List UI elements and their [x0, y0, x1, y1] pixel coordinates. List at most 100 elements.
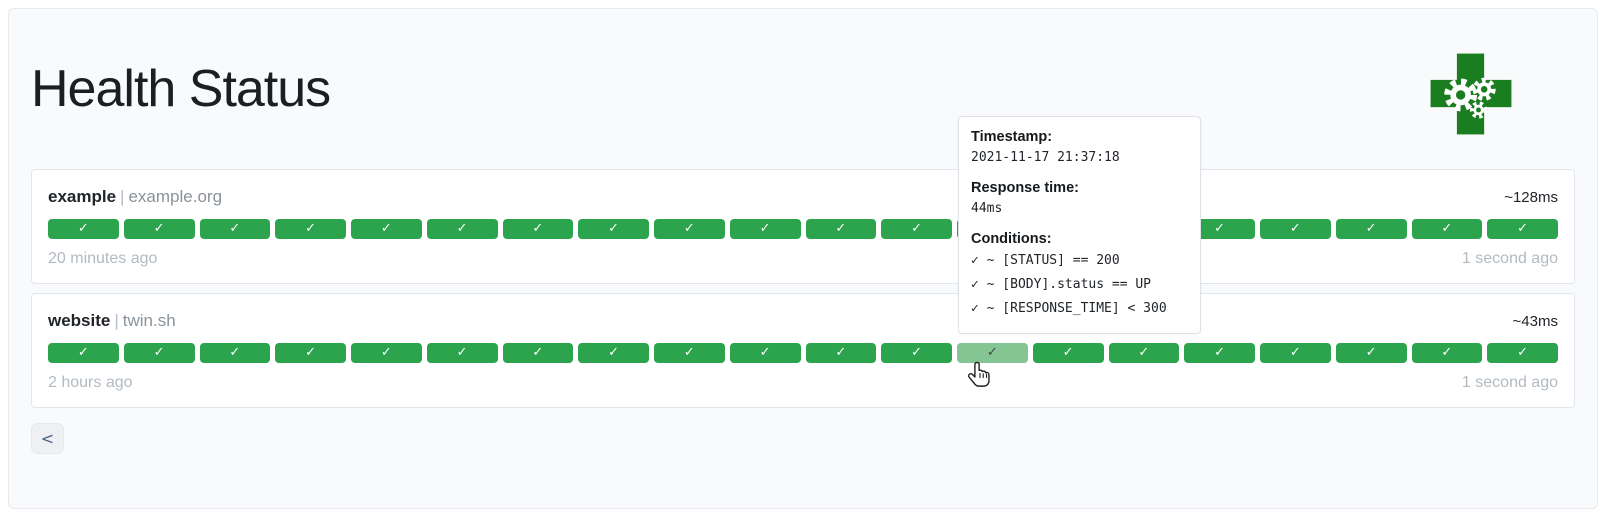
service-title: website | twin.sh [48, 309, 176, 334]
health-check-bar[interactable]: ✓ [729, 343, 801, 363]
health-check-bar[interactable]: ✓ [123, 219, 195, 239]
check-icon: ✓ [1365, 345, 1377, 360]
check-icon: ✓ [1517, 345, 1529, 360]
health-check-bar[interactable]: ✓ [1411, 219, 1483, 239]
health-check-bar[interactable]: ✓ [351, 219, 422, 239]
gear-icon-large [1444, 78, 1478, 112]
health-check-bar[interactable]: ✓ [1184, 343, 1255, 363]
check-icon: ✓ [683, 221, 695, 236]
page-title: Health Status [31, 60, 331, 118]
health-check-bar[interactable]: ✓ [351, 343, 422, 363]
service-footer: 20 minutes ago 1 second ago [48, 248, 1558, 270]
health-check-bar[interactable]: ✓ [654, 343, 725, 363]
service-hostname: example.org [128, 187, 223, 206]
health-check-bar[interactable]: ✓ [578, 219, 649, 239]
health-check-bar[interactable]: ✓ [48, 343, 119, 363]
health-check-bar[interactable]: ✓ [1487, 343, 1558, 363]
check-icon: ✓ [1441, 345, 1453, 360]
health-check-bar[interactable]: ✓ [1260, 219, 1331, 239]
service-avg-response-time: ~43ms [1512, 313, 1558, 330]
check-icon: ✓ [911, 221, 923, 236]
green-cross-icon [1430, 53, 1512, 135]
tooltip-conditions-list: ✓ ~ [STATUS] == 200 ✓ ~ [BODY].status == … [971, 249, 1188, 321]
check-icon: ✓ [1365, 221, 1377, 236]
health-check-bar[interactable]: ✓ [805, 343, 877, 363]
health-check-bar[interactable]: ✓ [1335, 343, 1407, 363]
oldest-check-time: 20 minutes ago [48, 250, 158, 267]
main-container: Health Status example | [8, 8, 1598, 509]
tooltip-timestamp-value: 2021-11-17 21:37:18 [971, 150, 1120, 165]
health-check-bar[interactable]: ✓ [1032, 343, 1104, 363]
health-check-bar[interactable]: ✓ [1487, 219, 1558, 239]
service-hostname: twin.sh [122, 311, 176, 330]
tooltip-condition-line: ✓ ~ [BODY].status == UP [971, 277, 1152, 292]
tooltip-condition-line: ✓ ~ [RESPONSE_TIME] < 300 [971, 301, 1167, 316]
check-icon: ✓ [380, 345, 392, 360]
health-check-bar[interactable]: ✓ [881, 219, 952, 239]
check-icon: ✓ [1441, 221, 1453, 236]
previous-page-button[interactable]: < [31, 423, 64, 454]
check-icon: ✓ [456, 221, 468, 236]
tooltip-response-time-label: Response time: [971, 180, 1079, 196]
check-icon: ✓ [532, 221, 544, 236]
health-check-bar[interactable]: ✓ [275, 343, 346, 363]
health-check-bar[interactable]: ✓ [654, 219, 725, 239]
check-icon: ✓ [532, 345, 544, 360]
health-check-bar[interactable]: ✓ [426, 343, 498, 363]
health-check-bar[interactable]: ✓ [199, 219, 271, 239]
check-icon: ✓ [229, 221, 241, 236]
health-check-bar[interactable]: ✓ [1335, 219, 1407, 239]
health-check-bar[interactable]: ✓ [199, 343, 271, 363]
check-icon: ✓ [911, 345, 923, 360]
health-check-bar[interactable]: ✓ [729, 219, 801, 239]
health-bars-row: ✓✓✓✓✓✓✓✓✓✓✓✓✓✓✓✓✓✓✓✓ [48, 219, 1558, 239]
tooltip-timestamp-label: Timestamp: [971, 129, 1053, 145]
check-icon: ✓ [608, 221, 620, 236]
check-icon: ✓ [229, 345, 241, 360]
service-header: website | twin.sh ~43ms [48, 309, 1558, 334]
service-name-separator: | [120, 187, 125, 206]
gear-icon-medium [1472, 77, 1496, 101]
check-icon: ✓ [1289, 345, 1301, 360]
service-box-website: website | twin.sh ~43ms ✓ ✓ ✓ ✓ ✓ ✓ ✓ ✓ ✓ ✓ ✓ ✓ ✓ ✓ ✓ ✓ ✓ ✓ ✓ ✓… [31, 293, 1575, 408]
health-check-bar[interactable]: ✓ [1411, 343, 1483, 363]
health-check-bar[interactable]: ✓ [502, 343, 574, 363]
check-icon: ✓ [305, 345, 317, 360]
health-check-bar[interactable]: ✓ [48, 219, 119, 239]
service-list: example | example.org ~128ms ✓ ✓ ✓ ✓ ✓ ✓ ✓ ✓ ✓ ✓ ✓ ✓ ✓ ✓ ✓… [31, 169, 1575, 408]
health-check-bar[interactable]: ✓ [881, 343, 952, 363]
check-icon: ✓ [835, 221, 847, 236]
check-icon: ✓ [456, 345, 468, 360]
service-box-example: example | example.org ~128ms ✓ ✓ ✓ ✓ ✓ ✓ ✓ ✓ ✓ ✓ ✓ ✓ ✓ ✓ ✓… [31, 169, 1575, 284]
service-name-separator: | [114, 311, 119, 330]
health-check-bar[interactable]: ✓ [1260, 343, 1331, 363]
check-icon: ✓ [608, 345, 620, 360]
check-icon: ✓ [835, 345, 847, 360]
service-name: website [48, 311, 111, 330]
tooltip-response-time-value: 44ms [971, 201, 1003, 216]
health-check-bar[interactable]: ✓ [275, 219, 346, 239]
health-check-bar[interactable]: ✓ [123, 343, 195, 363]
check-icon: ✓ [1289, 221, 1301, 236]
result-tooltip: Timestamp: 2021-11-17 21:37:18 Response … [958, 116, 1201, 334]
health-check-bar[interactable]: ✓ [578, 343, 649, 363]
tooltip-conditions-label: Conditions: [971, 231, 1052, 247]
health-check-bar[interactable]: ✓ [957, 343, 1028, 363]
check-icon: ✓ [380, 221, 392, 236]
check-icon: ✓ [986, 345, 998, 360]
health-check-bar[interactable]: ✓ [502, 219, 574, 239]
health-check-bar[interactable]: ✓ [1108, 343, 1180, 363]
service-title: example | example.org [48, 185, 222, 210]
health-check-bar[interactable]: ✓ [1184, 219, 1255, 239]
service-footer: 2 hours ago 1 second ago [48, 372, 1558, 394]
check-icon: ✓ [1214, 221, 1226, 236]
health-check-bar[interactable]: ✓ [426, 219, 498, 239]
check-icon: ✓ [153, 221, 165, 236]
health-bars-row: ✓✓✓✓✓✓✓✓✓✓✓✓✓✓✓✓✓✓✓✓ [48, 343, 1558, 363]
check-icon: ✓ [759, 221, 771, 236]
service-avg-response-time: ~128ms [1504, 189, 1558, 206]
health-check-bar[interactable]: ✓ [805, 219, 877, 239]
check-icon: ✓ [153, 345, 165, 360]
check-icon: ✓ [77, 221, 89, 236]
newest-check-time: 1 second ago [1461, 250, 1558, 267]
